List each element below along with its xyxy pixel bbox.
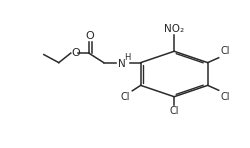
Text: NO₂: NO₂ (164, 24, 184, 34)
Text: O: O (70, 48, 79, 58)
Text: Cl: Cl (169, 106, 178, 116)
Text: H: H (124, 53, 130, 62)
Text: N: N (118, 59, 125, 69)
Text: Cl: Cl (120, 92, 130, 102)
Text: O: O (86, 31, 94, 41)
Text: Cl: Cl (220, 46, 229, 56)
Text: Cl: Cl (220, 92, 229, 102)
